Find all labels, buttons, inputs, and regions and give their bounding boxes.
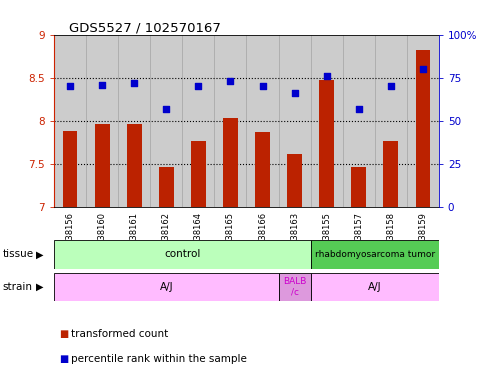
Point: [258, 83, 266, 89]
Bar: [246, 35, 279, 207]
Text: tissue: tissue: [2, 249, 34, 260]
Bar: [159, 167, 174, 207]
Point: [162, 106, 170, 112]
Point: [130, 80, 138, 86]
Bar: [182, 35, 214, 207]
Bar: [311, 240, 439, 269]
Bar: [223, 118, 238, 207]
Point: [98, 82, 106, 88]
Bar: [375, 35, 407, 207]
Text: ▶: ▶: [35, 282, 43, 292]
Bar: [191, 141, 206, 207]
Bar: [311, 35, 343, 207]
Point: [354, 106, 362, 112]
Bar: [279, 35, 311, 207]
Bar: [352, 167, 366, 207]
Point: [387, 83, 394, 89]
Point: [419, 66, 426, 72]
Text: control: control: [164, 249, 201, 260]
Bar: [95, 124, 109, 207]
Bar: [118, 35, 150, 207]
Text: rhabdomyosarcoma tumor: rhabdomyosarcoma tumor: [315, 250, 435, 259]
Bar: [287, 154, 302, 207]
Text: percentile rank within the sample: percentile rank within the sample: [71, 354, 247, 364]
Text: ■: ■: [59, 329, 69, 339]
Bar: [319, 80, 334, 207]
Text: BALB
/c: BALB /c: [283, 277, 306, 297]
Text: A/J: A/J: [160, 282, 173, 292]
Bar: [127, 124, 141, 207]
Text: strain: strain: [2, 282, 33, 292]
Bar: [54, 273, 279, 301]
Point: [66, 83, 74, 89]
Bar: [54, 240, 311, 269]
Bar: [150, 35, 182, 207]
Bar: [416, 50, 430, 207]
Bar: [407, 35, 439, 207]
Bar: [86, 35, 118, 207]
Bar: [255, 132, 270, 207]
Bar: [279, 273, 311, 301]
Point: [290, 90, 298, 96]
Bar: [384, 141, 398, 207]
Text: A/J: A/J: [368, 282, 382, 292]
Bar: [311, 273, 439, 301]
Text: ▶: ▶: [35, 249, 43, 260]
Bar: [343, 35, 375, 207]
Bar: [54, 35, 86, 207]
Bar: [63, 131, 77, 207]
Bar: [214, 35, 246, 207]
Text: GDS5527 / 102570167: GDS5527 / 102570167: [69, 21, 221, 34]
Point: [194, 83, 202, 89]
Text: transformed count: transformed count: [71, 329, 169, 339]
Text: ■: ■: [59, 354, 69, 364]
Point: [322, 73, 330, 79]
Point: [226, 78, 234, 84]
